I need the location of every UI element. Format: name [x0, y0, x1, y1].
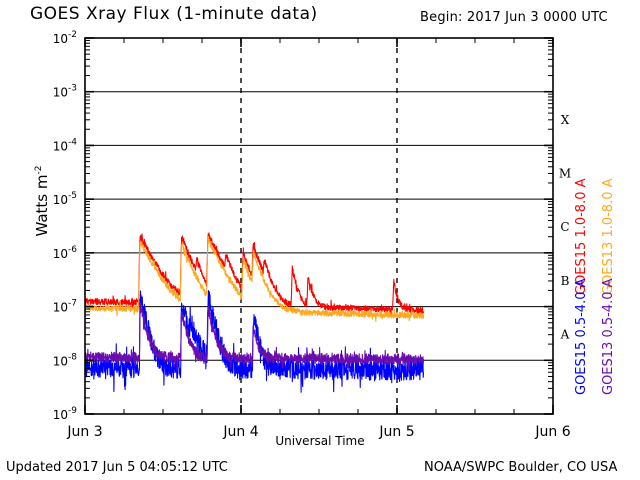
- y-tick-label: 10-5: [53, 191, 77, 207]
- y-tick-label: 10-3: [53, 84, 77, 100]
- flare-class-B: B: [561, 274, 570, 288]
- x-tick-label-0: Jun 3: [66, 424, 102, 440]
- trace-goes13-0-5-4-0-a: [84, 303, 425, 372]
- page-title: GOES Xray Flux (1-minute data): [30, 4, 318, 24]
- flare-class-M: M: [559, 167, 571, 181]
- y-tick-label: 10-2: [53, 30, 77, 46]
- source-credit: NOAA/SWPC Boulder, CO USA: [424, 460, 618, 475]
- trace-goes15-1-0-8-0-a: [84, 232, 425, 316]
- x-tick-label-1: Jun 4: [222, 424, 258, 440]
- y-tick-label: 10-7: [53, 299, 77, 315]
- flare-class-C: C: [560, 220, 569, 234]
- x-tick-label-3: Jun 6: [534, 424, 570, 440]
- legend-label-goes15-0-5-4-0-a: GOES15 0.5-4.0 A: [574, 278, 589, 395]
- flare-class-A: A: [560, 328, 570, 342]
- begin-time-label: Begin: 2017 Jun 3 0000 UTC: [420, 10, 608, 25]
- y-tick-label: 10-6: [53, 245, 78, 261]
- y-tick-label: 10-9: [53, 406, 78, 422]
- x-tick-label-2: Jun 5: [378, 424, 414, 440]
- legend-label-goes13-0-5-4-0-a: GOES13 0.5-4.0 A: [601, 278, 616, 395]
- y-tick-label: 10-4: [53, 137, 78, 153]
- legend-label-goes13-1-0-8-0-a: GOES13 1.0-8.0 A: [601, 178, 616, 295]
- y-tick-label: 10-8: [53, 352, 78, 368]
- legend-label-goes15-1-0-8-0-a: GOES15 1.0-8.0 A: [574, 178, 589, 295]
- flare-class-X: X: [561, 113, 570, 127]
- trace-goes15-0-5-4-0-a: [84, 289, 425, 393]
- trace-goes13-1-0-8-0-a: [84, 236, 425, 323]
- x-axis-label: Universal Time: [275, 434, 365, 448]
- updated-timestamp: Updated 2017 Jun 5 04:05:12 UTC: [6, 460, 228, 475]
